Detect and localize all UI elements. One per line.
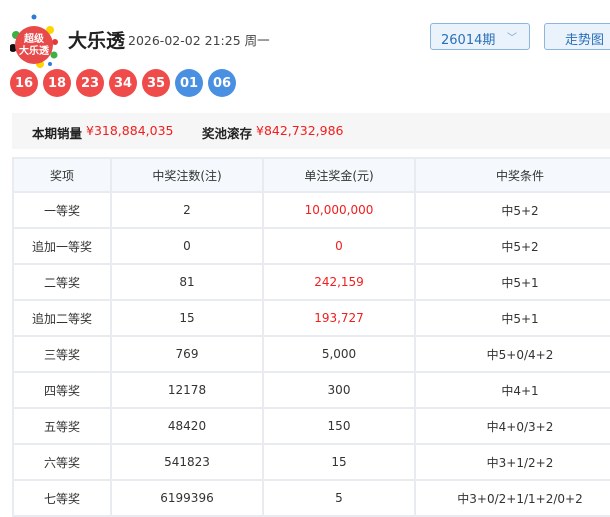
prize-amount: 5 — [262, 479, 416, 517]
prize-name: 六等奖 — [12, 443, 112, 481]
table-row: 四等奖 12178 300 中4+1 — [12, 371, 610, 409]
table-header-row: 奖项 中奖注数(注) 单注奖金(元) 中奖条件 — [12, 157, 610, 193]
page-title: 大乐透 — [68, 30, 126, 52]
pool-label: 奖池滚存 — [202, 126, 253, 141]
prize-name: 追加一等奖 — [12, 227, 112, 265]
prize-name: 四等奖 — [12, 371, 112, 409]
win-condition: 中4+0/3+2 — [414, 407, 610, 445]
svg-text:超级: 超级 — [23, 32, 45, 45]
chevron-down-icon: ﹀ — [507, 33, 517, 44]
winner-count: 81 — [110, 263, 264, 301]
winner-count: 6199396 — [110, 479, 264, 517]
prize-amount: 300 — [262, 371, 416, 409]
prize-name: 七等奖 — [12, 479, 112, 517]
prize-amount: 15 — [262, 443, 416, 481]
win-condition: 中5+1 — [414, 299, 610, 337]
winner-count: 12178 — [110, 371, 264, 409]
column-header: 奖项 — [12, 157, 112, 193]
winner-count: 769 — [110, 335, 264, 373]
winner-count: 48420 — [110, 407, 264, 445]
column-header: 中奖条件 — [414, 157, 610, 193]
win-condition: 中5+1 — [414, 263, 610, 301]
prize-amount: 10,000,000 — [262, 191, 416, 229]
win-condition: 中3+1/2+2 — [414, 443, 610, 481]
win-condition: 中5+2 — [414, 227, 610, 265]
table-row: 二等奖 81 242,159 中5+1 — [12, 263, 610, 301]
winning-numbers: 16 18 23 34 35 01 06 — [10, 69, 236, 97]
table-row: 六等奖 541823 15 中3+1/2+2 — [12, 443, 610, 481]
win-condition: 中5+0/4+2 — [414, 335, 610, 373]
draw-datetime: 2026-02-02 21:25 周一 — [128, 33, 270, 48]
front-ball: 23 — [76, 69, 104, 97]
column-header: 中奖注数(注) — [110, 157, 264, 193]
prize-name: 一等奖 — [12, 191, 112, 229]
winner-count: 541823 — [110, 443, 264, 481]
prize-name: 二等奖 — [12, 263, 112, 301]
prize-name: 三等奖 — [12, 335, 112, 373]
period-select-value: 26014期 — [441, 33, 496, 48]
prize-amount: 150 — [262, 407, 416, 445]
prize-amount: 242,159 — [262, 263, 416, 301]
table-row: 五等奖 48420 150 中4+0/3+2 — [12, 407, 610, 445]
back-ball: 01 — [175, 69, 203, 97]
win-condition: 中4+1 — [414, 371, 610, 409]
prize-name: 五等奖 — [12, 407, 112, 445]
table-row: 追加一等奖 0 0 中5+2 — [12, 227, 610, 265]
column-header: 单注奖金(元) — [262, 157, 416, 193]
winner-count: 0 — [110, 227, 264, 265]
stats-bar: 本期销量 ¥318,884,035 奖池滚存 ¥842,732,986 — [12, 113, 610, 149]
table-row: 一等奖 2 10,000,000 中5+2 — [12, 191, 610, 229]
lottery-logo: 超级 大乐透 — [9, 12, 60, 70]
prize-name: 追加二等奖 — [12, 299, 112, 337]
front-ball: 34 — [109, 69, 137, 97]
prize-amount: 0 — [262, 227, 416, 265]
back-ball: 06 — [208, 69, 236, 97]
win-condition: 中3+0/2+1/1+2/0+2 — [414, 479, 610, 517]
svg-text:大乐透: 大乐透 — [19, 44, 50, 57]
table-row: 追加二等奖 15 193,727 中5+1 — [12, 299, 610, 337]
trend-chart-button[interactable]: 走势图 — [544, 23, 610, 50]
sales-value: ¥318,884,035 — [86, 123, 174, 138]
pool-value: ¥842,732,986 — [256, 123, 344, 138]
front-ball: 16 — [10, 69, 38, 97]
win-condition: 中5+2 — [414, 191, 610, 229]
table-row: 七等奖 6199396 5 中3+0/2+1/1+2/0+2 — [12, 479, 610, 517]
prize-amount: 193,727 — [262, 299, 416, 337]
period-select[interactable]: 26014期 ﹀ — [430, 23, 530, 50]
sales-label: 本期销量 — [32, 126, 83, 141]
table-row: 三等奖 769 5,000 中5+0/4+2 — [12, 335, 610, 373]
winner-count: 15 — [110, 299, 264, 337]
front-ball: 18 — [43, 69, 71, 97]
winner-count: 2 — [110, 191, 264, 229]
prize-amount: 5,000 — [262, 335, 416, 373]
prize-table: 奖项 中奖注数(注) 单注奖金(元) 中奖条件 一等奖 2 10,000,000 中5… — [12, 157, 610, 517]
front-ball: 35 — [142, 69, 170, 97]
